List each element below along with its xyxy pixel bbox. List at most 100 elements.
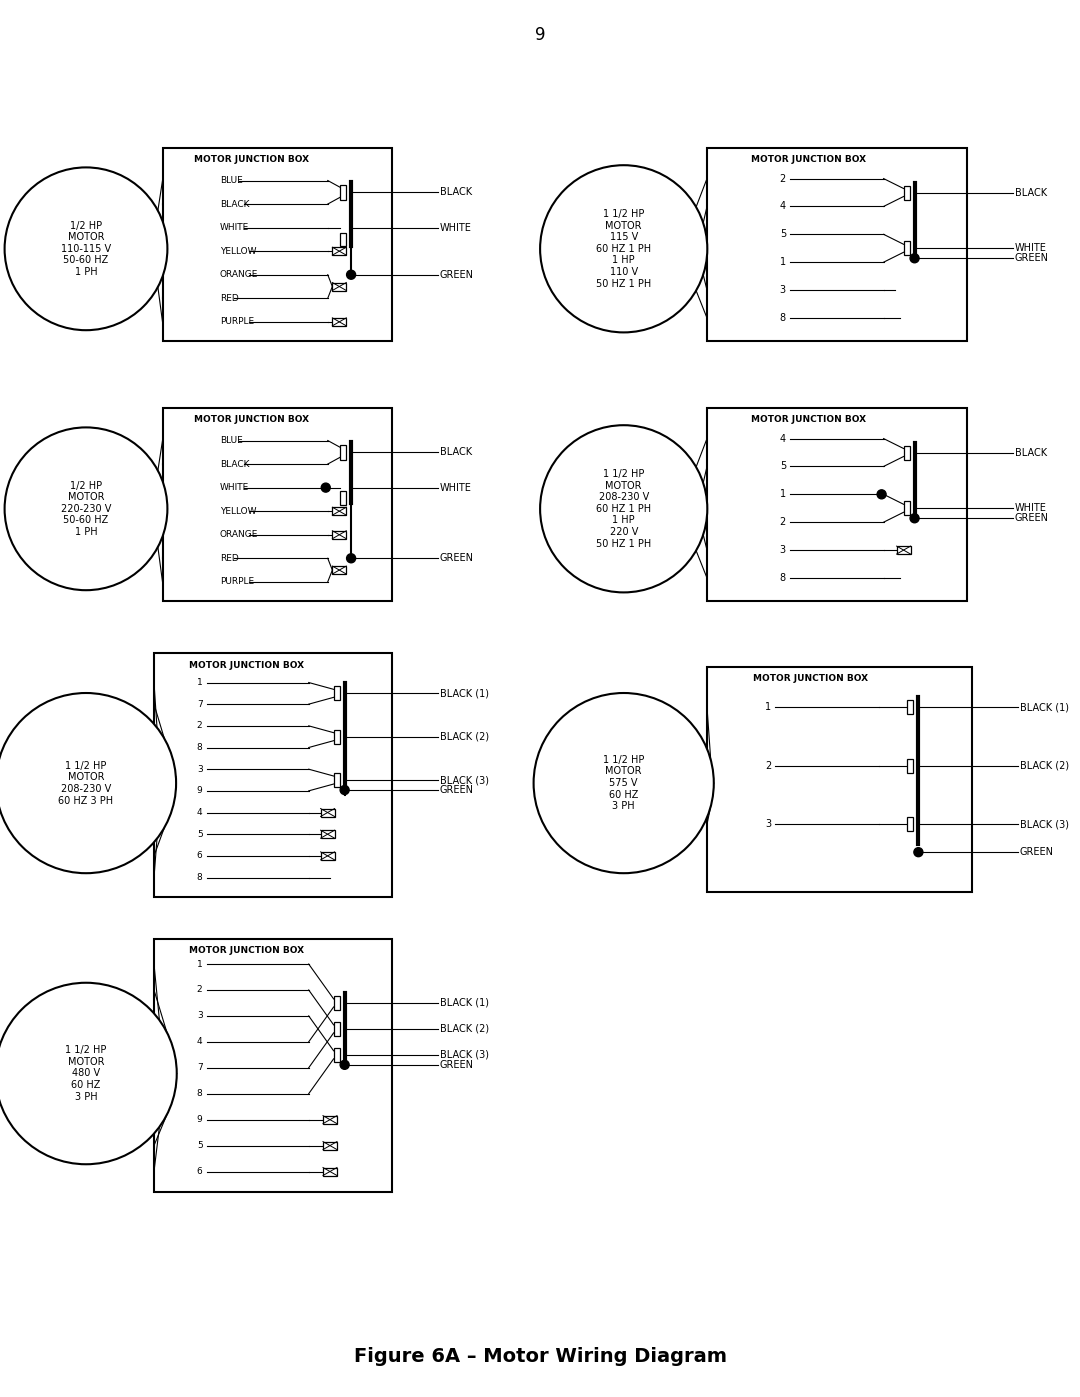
Text: BLUE: BLUE [220,436,243,446]
Bar [154,654,392,897]
Text: 4: 4 [197,807,202,817]
Text: BLACK: BLACK [440,187,472,197]
Circle shape [877,490,886,499]
Bar [334,1021,339,1037]
Text: 2: 2 [780,517,786,527]
Text: 6: 6 [197,1166,203,1176]
Text: GREEN: GREEN [1015,253,1049,263]
Text: 5: 5 [780,229,786,239]
Bar [333,531,347,539]
Text: BLACK (2): BLACK (2) [440,732,489,742]
Text: YELLOW: YELLOW [220,247,256,256]
Text: 1 1/2 HP
MOTOR
208-230 V
60 HZ 1 PH
1 HP
220 V
50 HZ 1 PH: 1 1/2 HP MOTOR 208-230 V 60 HZ 1 PH 1 HP… [596,469,651,549]
Text: 5: 5 [197,1141,203,1150]
Text: BLACK: BLACK [1015,187,1047,197]
Text: 7: 7 [197,1063,203,1073]
Text: BLACK (1): BLACK (1) [440,689,489,698]
Text: MOTOR JUNCTION BOX: MOTOR JUNCTION BOX [753,673,867,683]
Bar [334,686,339,700]
Bar [162,148,392,341]
Text: YELLOW: YELLOW [220,507,256,515]
Text: 7: 7 [197,700,203,708]
Text: 1/2 HP
MOTOR
110-115 V
50-60 HZ
1 PH: 1/2 HP MOTOR 110-115 V 50-60 HZ 1 PH [60,221,111,277]
Text: 8: 8 [197,1090,203,1098]
Text: PURPLE: PURPLE [220,577,254,587]
Bar [333,282,347,291]
Bar [340,490,346,504]
Bar [334,729,339,743]
Bar [334,773,339,787]
Text: BLACK: BLACK [440,447,472,457]
Bar [896,546,910,555]
Text: 1: 1 [197,960,203,968]
Text: 9: 9 [535,27,545,43]
Bar [904,186,909,200]
Text: MOTOR JUNCTION BOX: MOTOR JUNCTION BOX [194,155,310,163]
Text: MOTOR JUNCTION BOX: MOTOR JUNCTION BOX [751,415,866,425]
Text: MOTOR JUNCTION BOX: MOTOR JUNCTION BOX [189,946,305,956]
Bar [323,1141,337,1150]
Circle shape [540,425,707,592]
Circle shape [0,693,176,873]
Text: 8: 8 [197,873,203,882]
Text: MOTOR JUNCTION BOX: MOTOR JUNCTION BOX [189,661,305,669]
Text: 4: 4 [197,1038,202,1046]
Text: BLACK (1): BLACK (1) [440,997,489,1009]
Text: WHITE: WHITE [220,224,249,232]
Circle shape [910,254,919,263]
Text: 1/2 HP
MOTOR
220-230 V
50-60 HZ
1 PH: 1/2 HP MOTOR 220-230 V 50-60 HZ 1 PH [60,481,111,536]
Bar [334,1048,339,1062]
Bar [904,446,909,460]
Bar [323,1116,337,1123]
Text: BLACK (3): BLACK (3) [440,775,489,785]
Text: BLACK: BLACK [220,460,249,468]
Circle shape [540,165,707,332]
Text: 2: 2 [197,985,202,995]
Text: 8: 8 [780,313,786,323]
Circle shape [340,785,349,795]
Bar [707,666,972,891]
Text: ORANGE: ORANGE [220,531,258,539]
Text: GREEN: GREEN [440,270,474,279]
Text: 1 1/2 HP
MOTOR
575 V
60 HZ
3 PH: 1 1/2 HP MOTOR 575 V 60 HZ 3 PH [603,754,645,812]
Circle shape [0,982,177,1164]
Text: 2: 2 [197,721,202,731]
Text: 9: 9 [197,787,203,795]
Text: WHITE: WHITE [220,483,249,492]
Text: 3: 3 [197,1011,203,1020]
Text: 3: 3 [197,764,203,774]
Text: RED: RED [220,553,239,563]
Text: 4: 4 [780,201,786,211]
Bar [707,148,967,341]
Bar [340,444,346,460]
Text: 9: 9 [197,1115,203,1125]
Text: GREEN: GREEN [1020,847,1054,858]
Circle shape [4,168,167,330]
Bar [333,566,347,574]
Text: BLACK: BLACK [220,200,249,208]
Text: WHITE: WHITE [1015,503,1047,513]
Text: Figure 6A – Motor Wiring Diagram: Figure 6A – Motor Wiring Diagram [353,1348,727,1366]
Bar [907,817,914,831]
Text: 1: 1 [780,489,786,499]
Text: ORANGE: ORANGE [220,270,258,279]
Bar [321,830,335,838]
Text: BLACK (1): BLACK (1) [1020,703,1068,712]
Bar [340,233,346,246]
Text: 4: 4 [780,433,786,444]
Text: 1 1/2 HP
MOTOR
480 V
60 HZ
3 PH: 1 1/2 HP MOTOR 480 V 60 HZ 3 PH [65,1045,107,1102]
Text: GREEN: GREEN [440,1060,474,1070]
Text: BLACK (3): BLACK (3) [1020,819,1068,830]
Text: BLACK (2): BLACK (2) [1020,760,1069,771]
Text: 1: 1 [766,703,771,712]
Text: 1: 1 [780,257,786,267]
Text: WHITE: WHITE [440,482,472,493]
Text: WHITE: WHITE [440,222,472,233]
Bar [904,242,909,256]
Bar [340,184,346,200]
Text: 2: 2 [766,760,771,771]
Bar [333,319,347,326]
Text: 3: 3 [780,545,786,555]
Text: 5: 5 [197,830,203,838]
Text: BLACK (3): BLACK (3) [440,1049,489,1060]
